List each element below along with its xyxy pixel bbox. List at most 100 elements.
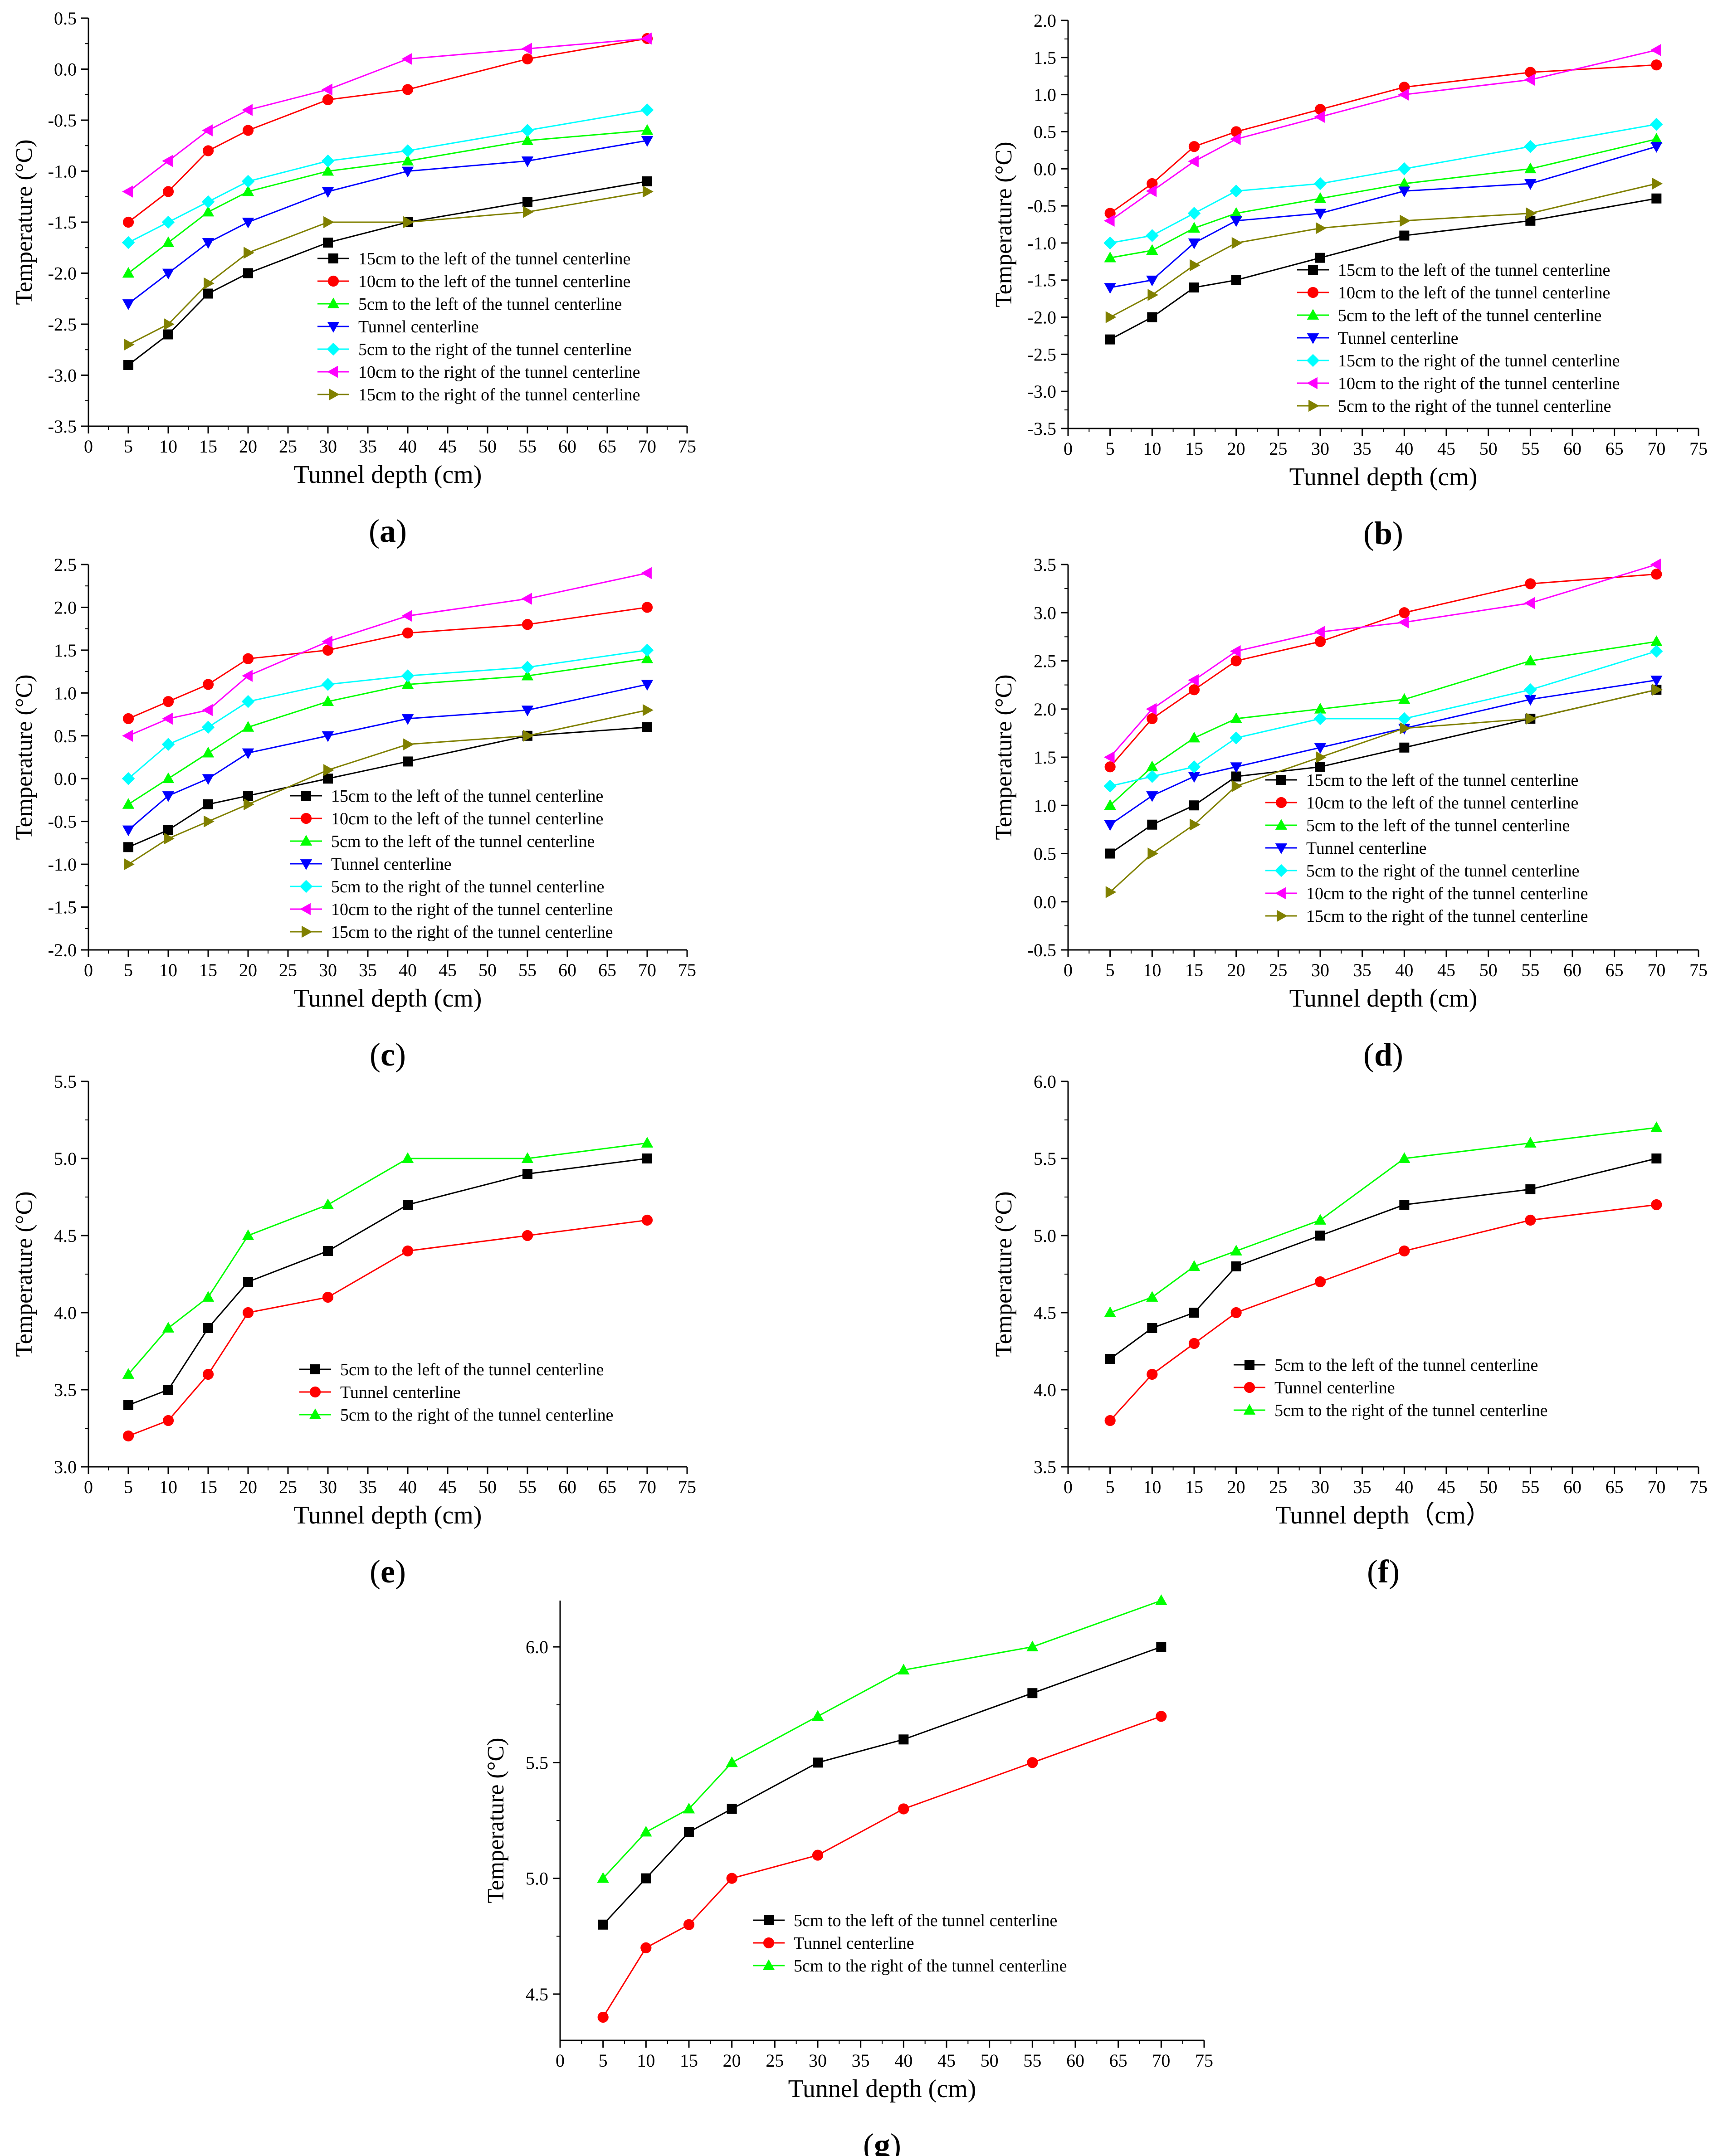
data-point xyxy=(202,145,214,156)
data-point xyxy=(1316,222,1327,234)
series-line xyxy=(1109,198,1657,340)
x-tick-label: 70 xyxy=(1647,960,1665,980)
x-axis-title: Tunnel depth (cm) xyxy=(1289,463,1478,491)
data-point xyxy=(1651,569,1662,580)
legend-label: 5cm to the left of the tunnel centerline xyxy=(340,1360,604,1379)
legend-label: 5cm to the right of the tunnel centerlin… xyxy=(1338,397,1611,416)
legend-label: Tunnel centerline xyxy=(1338,329,1459,348)
x-tick-label: 30 xyxy=(319,1477,337,1497)
data-point xyxy=(1147,1368,1158,1380)
data-point xyxy=(1105,1354,1115,1364)
x-tick-label: 60 xyxy=(1563,1477,1581,1497)
x-tick-label: 15 xyxy=(1185,960,1203,980)
x-tick-label: 40 xyxy=(1395,438,1413,459)
legend-label: 10cm to the right of the tunnel centerli… xyxy=(1338,374,1620,393)
x-tick-label: 60 xyxy=(558,960,576,980)
x-tick-label: 25 xyxy=(279,960,297,980)
legend-label: Tunnel centerline xyxy=(358,317,479,336)
data-point xyxy=(641,567,652,579)
data-point xyxy=(1652,684,1663,696)
data-point xyxy=(322,1291,334,1303)
y-tick-label: -3.0 xyxy=(1028,381,1056,402)
y-tick-label: -1.0 xyxy=(48,854,77,875)
data-point xyxy=(598,1919,608,1930)
legend-label: 5cm to the left of the tunnel centerline xyxy=(331,832,595,851)
data-point xyxy=(162,696,174,707)
x-tick-label: 50 xyxy=(478,1477,497,1497)
x-axis-title: Tunnel depth (cm) xyxy=(294,461,482,489)
data-point xyxy=(322,635,332,648)
y-axis-title: Temperature (°C) xyxy=(11,139,37,305)
panel-label: (g) xyxy=(863,2127,901,2156)
x-tick-label: 15 xyxy=(199,1477,217,1497)
x-tick-label: 55 xyxy=(1521,1477,1539,1497)
data-point xyxy=(1524,597,1535,609)
y-tick-label: 2.0 xyxy=(1034,10,1056,31)
data-point xyxy=(1313,177,1327,190)
data-point xyxy=(1525,1184,1536,1194)
series-line xyxy=(1110,138,1657,259)
y-axis-title: Temperature (°C) xyxy=(991,141,1017,307)
legend-label: 15cm to the right of the tunnel centerli… xyxy=(331,923,613,942)
data-point xyxy=(1526,712,1537,725)
x-tick-label: 75 xyxy=(678,960,696,980)
data-point xyxy=(1651,59,1662,71)
data-point xyxy=(1188,141,1200,152)
x-tick-label: 40 xyxy=(894,2050,913,2071)
series-line xyxy=(128,109,648,243)
x-tick-label: 40 xyxy=(399,436,417,457)
data-point xyxy=(1104,1415,1116,1426)
x-tick-label: 55 xyxy=(1521,438,1539,459)
y-tick-label: 2.5 xyxy=(54,555,77,575)
data-point xyxy=(242,1229,254,1240)
y-tick-label: 3.5 xyxy=(1034,1457,1056,1477)
data-point xyxy=(1650,1121,1663,1132)
data-point xyxy=(202,746,215,758)
data-point xyxy=(640,1942,652,1953)
data-point xyxy=(1190,818,1201,831)
data-point xyxy=(898,1734,909,1745)
data-point xyxy=(202,1291,215,1302)
x-tick-label: 35 xyxy=(1353,960,1371,980)
data-point xyxy=(1147,1323,1157,1333)
data-point xyxy=(1400,214,1411,227)
series-line xyxy=(128,140,648,305)
data-point xyxy=(1146,185,1157,197)
data-point xyxy=(1188,772,1201,783)
chart-panel-a: 0 5 10 15 20 25 30 35 40 45 50 55 60 65 70 75 -3.5 -3.0 -2… xyxy=(11,8,696,549)
data-point xyxy=(162,712,173,725)
legend-marker xyxy=(301,791,311,801)
y-tick-label: 5.0 xyxy=(54,1149,77,1169)
data-point xyxy=(1314,111,1325,123)
data-point xyxy=(640,103,654,117)
legend-label: 5cm to the right of the tunnel centerlin… xyxy=(794,1956,1067,1976)
data-point xyxy=(242,125,254,136)
legend-label: 15cm to the right of the tunnel centerli… xyxy=(1306,907,1588,926)
data-point xyxy=(122,825,135,837)
data-point xyxy=(401,610,412,622)
legend-marker xyxy=(310,1364,320,1374)
data-point xyxy=(1189,800,1199,811)
y-tick-label: 4.0 xyxy=(1034,1380,1056,1400)
data-point xyxy=(521,669,534,681)
x-tick-label: 45 xyxy=(439,960,457,980)
data-point xyxy=(641,652,654,663)
data-point xyxy=(243,1277,253,1287)
data-point xyxy=(726,1756,738,1767)
x-tick-label: 30 xyxy=(319,960,337,980)
legend-marker xyxy=(764,1915,774,1925)
data-point xyxy=(164,318,175,331)
data-point xyxy=(1189,282,1199,293)
y-tick-label: 3.5 xyxy=(1034,555,1056,575)
data-point xyxy=(1146,229,1159,242)
data-point xyxy=(162,155,173,167)
y-tick-label: 5.5 xyxy=(54,1071,77,1092)
data-point xyxy=(321,678,335,691)
chart-panel-e: 0 5 10 15 20 25 30 35 40 45 50 55 60 65 70 75 3.0 3.5 4.0 4… xyxy=(11,1071,696,1590)
data-point xyxy=(1027,1757,1038,1768)
x-tick-label: 65 xyxy=(598,1477,616,1497)
x-tick-label: 20 xyxy=(239,436,257,457)
data-point xyxy=(1147,312,1157,322)
data-point xyxy=(122,236,135,249)
data-point xyxy=(1398,88,1409,101)
